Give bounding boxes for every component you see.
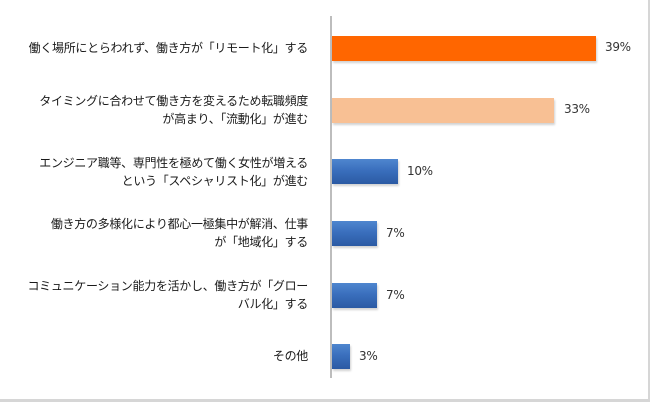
- category-axis-line: [330, 16, 332, 378]
- bar-row-mobility: タイミングに合わせて働き方を変えるため転職頻度 が高まり、「流動化」が進む 33…: [0, 79, 648, 141]
- bar-row-regional: 働き方の多様化により都心一極集中が解消、仕事 が「地域化」する 7%: [0, 203, 648, 265]
- value-label: 39%: [605, 40, 631, 54]
- bar-specialist: [332, 159, 398, 184]
- value-label: 7%: [386, 226, 405, 240]
- bar-other: [332, 344, 350, 369]
- bar-global: [332, 283, 377, 308]
- bar-remote: [332, 36, 596, 61]
- category-label: 働き方の多様化により都心一極集中が解消、仕事 が「地域化」する: [50, 217, 308, 249]
- category-label: エンジニア職等、専門性を極めて働く女性が増える という「スペシャリスト化」が進む: [39, 156, 308, 188]
- value-label: 7%: [386, 288, 405, 302]
- bar-regional: [332, 221, 377, 246]
- bar-row-global: コミュニケーション能力を活かし、働き方が「グロー バル化」する 7%: [0, 265, 648, 327]
- bar-row-remote: 働く場所にとらわれず、働き方が「リモート化」する 39%: [0, 17, 648, 79]
- bar-row-other: その他 3%: [0, 327, 648, 389]
- value-label: 3%: [359, 349, 378, 363]
- category-label: コミュニケーション能力を活かし、働き方が「グロー バル化」する: [27, 279, 308, 311]
- bar-row-specialist: エンジニア職等、専門性を極めて働く女性が増える という「スペシャリスト化」が進む…: [0, 141, 648, 203]
- value-label: 10%: [407, 164, 433, 178]
- category-label: その他: [272, 349, 308, 363]
- value-label: 33%: [564, 102, 590, 116]
- category-label: タイミングに合わせて働き方を変えるため転職頻度 が高まり、「流動化」が進む: [39, 94, 308, 126]
- bar-mobility: [332, 98, 554, 123]
- category-label: 働く場所にとらわれず、働き方が「リモート化」する: [28, 41, 309, 55]
